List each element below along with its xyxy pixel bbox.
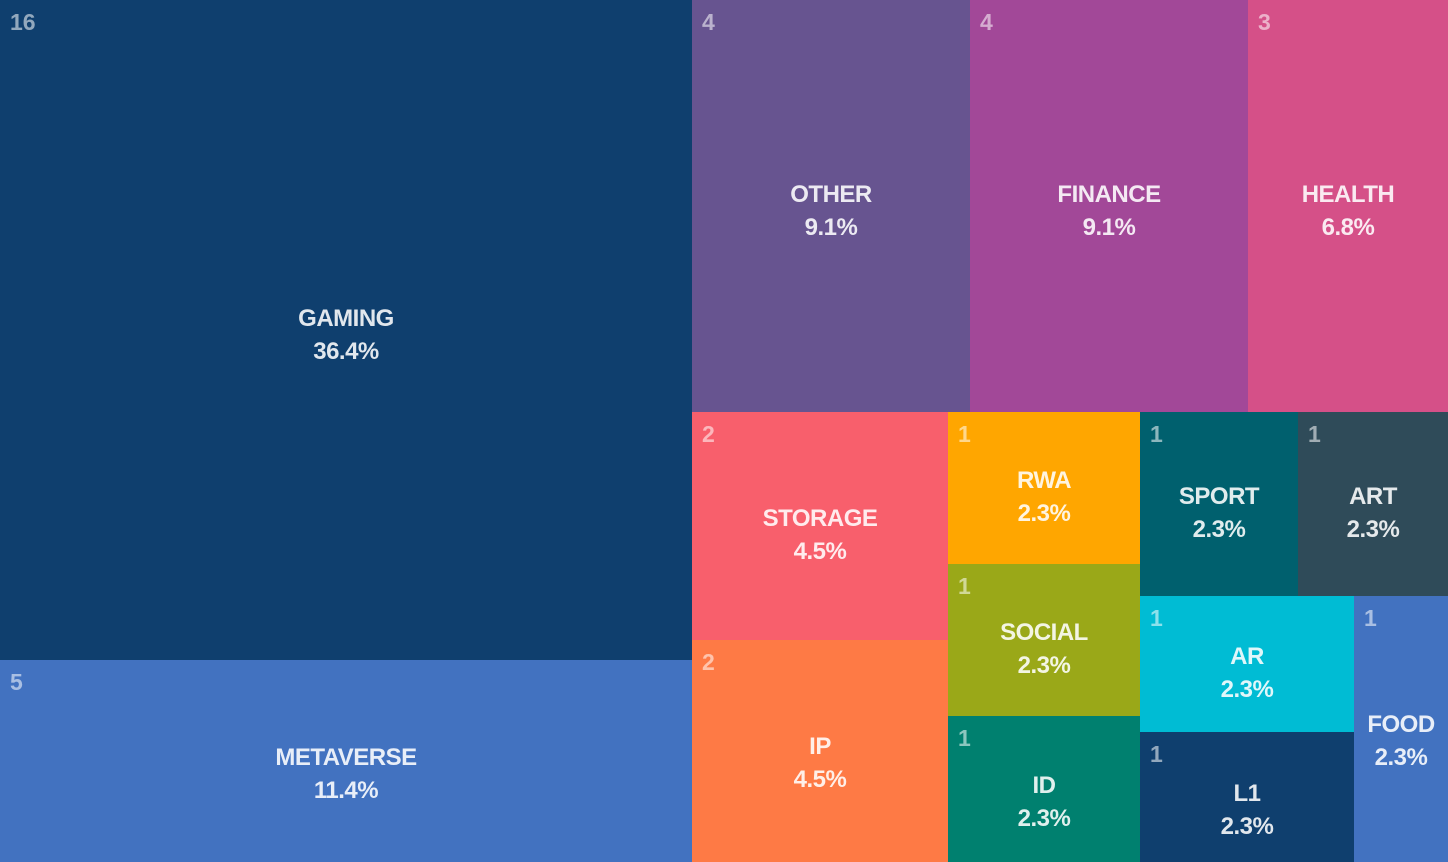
tile-label-gaming: GAMING	[298, 305, 394, 332]
tile-count-ar: 1	[1150, 605, 1163, 631]
tile-count-ip: 2	[702, 649, 715, 675]
tile-ar: 1 AR 2.3%	[1140, 596, 1354, 732]
tile-share-l1: 2.3%	[1220, 813, 1274, 840]
tile-count-art: 1	[1308, 421, 1321, 447]
tile-label-food: FOOD	[1367, 711, 1435, 738]
tile-count-storage: 2	[702, 421, 715, 447]
tile-count-l1: 1	[1150, 741, 1163, 767]
tile-label-other: OTHER	[790, 181, 872, 208]
tile-share-other: 9.1%	[804, 214, 858, 241]
tile-label-sport: SPORT	[1178, 483, 1260, 510]
tile-label-ar: AR	[1230, 643, 1264, 670]
tile-rwa: 1 RWA 2.3%	[948, 412, 1140, 564]
tile-label-health: HEALTH	[1301, 181, 1395, 208]
tile-count-food: 1	[1364, 605, 1377, 631]
tile-count-id: 1	[958, 725, 971, 751]
tile-label-l1: L1	[1233, 780, 1261, 807]
tile-share-social: 2.3%	[1017, 652, 1071, 679]
tile-count-social: 1	[958, 573, 971, 599]
tile-share-rwa: 2.3%	[1017, 500, 1071, 527]
tile-social: 1 SOCIAL 2.3%	[948, 564, 1140, 716]
tile-count-metaverse: 5	[10, 669, 23, 695]
tile-count-other: 4	[702, 9, 715, 35]
tile-food: 1 FOOD 2.3%	[1354, 596, 1448, 862]
tile-storage: 2 STORAGE 4.5%	[692, 412, 948, 640]
tile-count-rwa: 1	[958, 421, 971, 447]
tile-label-ip: IP	[809, 733, 831, 760]
tile-share-finance: 9.1%	[1082, 214, 1136, 241]
tile-share-storage: 4.5%	[793, 538, 847, 565]
tile-id: 1 ID 2.3%	[948, 716, 1140, 862]
tile-l1: 1 L1 2.3%	[1140, 732, 1354, 862]
tile-count-gaming: 16	[10, 9, 36, 35]
tile-count-finance: 4	[980, 9, 993, 35]
tile-count-sport: 1	[1150, 421, 1163, 447]
tile-label-storage: STORAGE	[762, 505, 878, 532]
tile-label-social: SOCIAL	[1000, 619, 1088, 646]
tile-label-art: ART	[1349, 483, 1397, 510]
tile-share-metaverse: 11.4%	[313, 777, 379, 804]
tile-label-id: ID	[1032, 772, 1057, 799]
tile-other: 4 OTHER 9.1%	[692, 0, 970, 412]
tile-share-food: 2.3%	[1374, 744, 1428, 771]
tile-ip: 2 IP 4.5%	[692, 640, 948, 862]
tile-share-sport: 2.3%	[1192, 516, 1246, 543]
tile-share-health: 6.8%	[1321, 214, 1375, 241]
tile-share-ip: 4.5%	[793, 766, 847, 793]
tile-share-ar: 2.3%	[1220, 676, 1274, 703]
tile-label-finance: FINANCE	[1057, 181, 1161, 208]
tile-label-rwa: RWA	[1016, 467, 1072, 494]
tile-sport: 1 SPORT 2.3%	[1140, 412, 1298, 596]
tile-metaverse: 5 METAVERSE 11.4%	[0, 660, 692, 862]
tile-label-metaverse: METAVERSE	[275, 744, 417, 771]
tile-health: 3 HEALTH 6.8%	[1248, 0, 1448, 412]
tile-art: 1 ART 2.3%	[1298, 412, 1448, 596]
tile-share-art: 2.3%	[1346, 516, 1400, 543]
tile-finance: 4 FINANCE 9.1%	[970, 0, 1248, 412]
tile-gaming: 16 GAMING 36.4%	[0, 0, 692, 660]
tile-count-health: 3	[1258, 9, 1271, 35]
tile-share-id: 2.3%	[1017, 805, 1071, 832]
tile-share-gaming: 36.4%	[313, 338, 379, 365]
